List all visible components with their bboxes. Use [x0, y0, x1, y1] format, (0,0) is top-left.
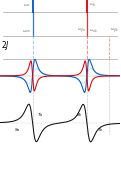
Text: $\omega_a$: $\omega_a$ [23, 3, 30, 9]
Text: $\omega_b$: $\omega_b$ [89, 2, 97, 9]
Text: $2J$: $2J$ [1, 39, 10, 52]
Text: $T_a$: $T_a$ [37, 112, 43, 119]
Text: $S_a$: $S_a$ [14, 127, 21, 134]
Text: $\omega_{\alpha b}$: $\omega_{\alpha b}$ [89, 27, 97, 35]
Text: $T_b$: $T_b$ [97, 127, 104, 134]
Text: $\omega_{\beta b}$: $\omega_{\beta b}$ [110, 26, 119, 35]
Text: $\omega_{\alpha a}$: $\omega_{\alpha a}$ [22, 28, 31, 35]
Text: $\omega_{\beta a}$: $\omega_{\beta a}$ [77, 26, 85, 35]
Text: $S_b$: $S_b$ [76, 112, 83, 119]
